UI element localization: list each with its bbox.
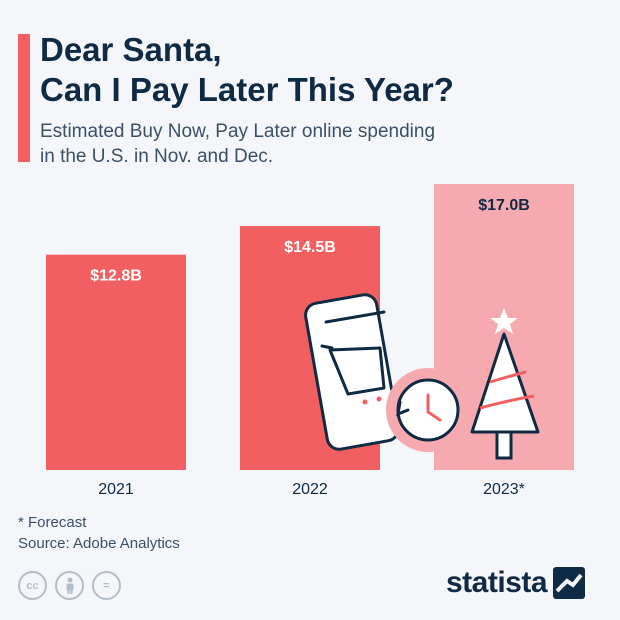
forecast-note: * Forecast: [18, 514, 87, 531]
statista-logo[interactable]: statista: [446, 566, 586, 600]
page-subtitle: Estimated Buy Now, Pay Later online spen…: [40, 121, 436, 167]
cc-icon[interactable]: cc: [18, 571, 47, 600]
statista-mark-icon: [553, 567, 586, 599]
title-accent-bar: [18, 34, 30, 162]
clock-icon: [386, 368, 470, 452]
license-icons: cc =: [18, 571, 121, 600]
category-label: 2022: [292, 481, 328, 498]
chart-footnote: * Forecast Source: Adobe Analytics: [18, 512, 180, 554]
source-note: Source: Adobe Analytics: [18, 535, 180, 552]
bar-2021: [46, 254, 186, 470]
category-label: 2023*: [483, 481, 525, 498]
value-label: $17.0B: [478, 197, 530, 214]
value-label: $12.8B: [90, 268, 142, 285]
brand-name: statista: [446, 566, 548, 599]
christmas-tree-icon: [470, 308, 540, 460]
value-label: $14.5B: [284, 239, 336, 256]
by-person-icon[interactable]: [55, 571, 84, 600]
nd-equals-icon[interactable]: =: [92, 571, 121, 600]
phone-cart-icon: [304, 293, 400, 451]
page-title: Dear Santa, Can I Pay Later This Year?: [40, 31, 454, 108]
category-label: 2021: [98, 481, 134, 498]
